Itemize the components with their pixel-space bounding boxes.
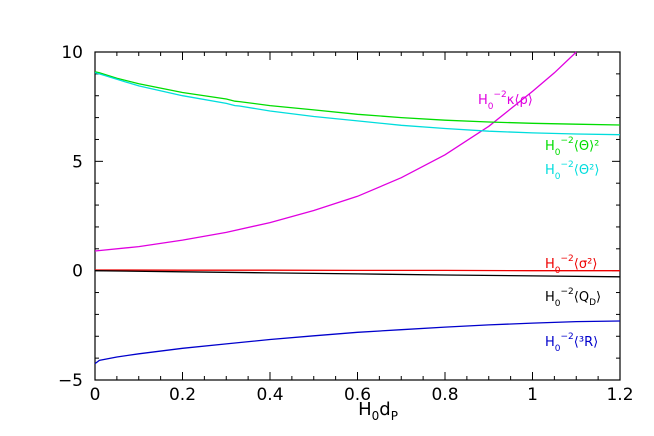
series-line-2 (94, 72, 621, 136)
series-label-1: H0−2⟨Θ⟩² (545, 136, 599, 158)
x-tick-label: 1 (527, 385, 538, 405)
series-label-5: H0−2⟨³R⟩ (545, 332, 598, 354)
x-axis-label: H0dP (358, 399, 398, 423)
y-tick-label: 0 (72, 262, 83, 282)
series-label-0: H0−2κ⟨ρ⟩ (478, 90, 533, 112)
series-line-0 (94, 51, 577, 252)
x-tick-label: 0.4 (256, 385, 283, 405)
series-label-3: H0−2⟨σ²⟩ (545, 254, 597, 276)
x-tick-label: 0.8 (431, 385, 458, 405)
plot-frame (94, 51, 621, 381)
series-labels: H0−2κ⟨ρ⟩ H0−2⟨Θ⟩²H0−2⟨Θ²⟩ H0−2⟨σ²⟩ H0−2⟨QD⟩… (478, 90, 601, 354)
y-tick-label: 5 (72, 152, 83, 172)
x-tick-label: 1.2 (606, 385, 633, 405)
y-tick-label: −5 (58, 371, 83, 391)
series-line-1 (94, 71, 621, 126)
series-label-2: H0−2⟨Θ²⟩ (545, 160, 599, 182)
series-label-4: H0−2⟨QD⟩ (545, 287, 601, 309)
x-tick-label: 0.6 (344, 385, 371, 405)
y-tick-label: 10 (61, 43, 83, 63)
series-line-4 (94, 270, 621, 278)
series-line-3 (94, 269, 620, 272)
series-layer (94, 51, 621, 365)
plot-area: 0 0.2 0.4 0.6 0.8 1 1.2 −5 0 5 10 (58, 43, 634, 405)
x-tick-label: 0.2 (169, 385, 196, 405)
series-line-5 (94, 320, 621, 365)
x-tick-label: 0 (90, 385, 101, 405)
